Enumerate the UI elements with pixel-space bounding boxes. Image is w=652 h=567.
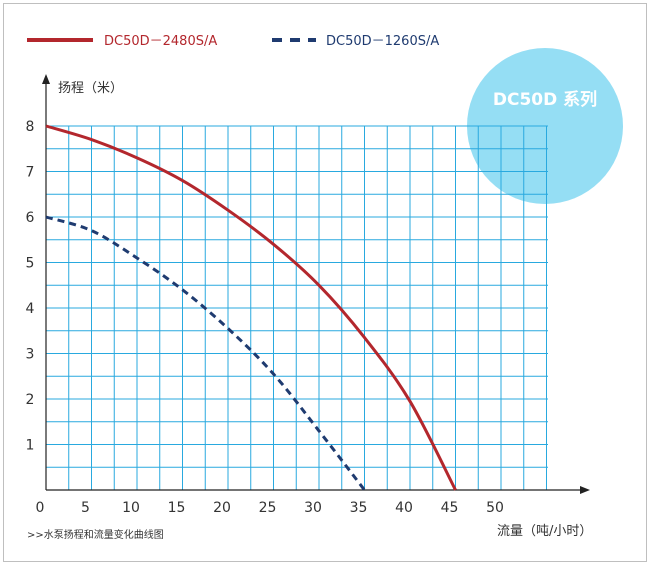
y-tick-label: 8	[26, 119, 35, 135]
y-tick-label: 2	[26, 392, 35, 408]
y-tick-label: 7	[26, 165, 35, 181]
chart-grid	[46, 125, 548, 490]
y-tick-label: 1	[26, 438, 35, 454]
x-tick-label: 10	[122, 500, 140, 516]
x-axis-label: 流量（吨/小时）	[497, 524, 592, 539]
x-tick-label: 35	[350, 500, 368, 516]
series-badge-label: DC50D 系列	[493, 89, 597, 110]
y-tick-label: 6	[26, 210, 35, 226]
x-tick-label: 25	[259, 500, 277, 516]
x-tick-label: 20	[213, 500, 231, 516]
series-line-2480	[45, 124, 457, 491]
y-axis-label: 扬程（米）	[58, 81, 123, 96]
x-tick-label: 15	[168, 500, 186, 516]
x-tick-label: 45	[441, 500, 459, 516]
chart-axes	[42, 74, 590, 494]
y-axis-arrow	[42, 74, 50, 84]
series-line-1260	[45, 215, 366, 491]
x-tick-label: 0	[36, 500, 45, 516]
chart-legend: DC50D－2480S/A DC50D－1260S/A	[27, 34, 439, 49]
legend-label-1260: DC50D－1260S/A	[326, 34, 439, 49]
chart-footnote: >>水泵扬程和流量变化曲线图	[27, 530, 164, 541]
y-tick-label: 3	[26, 347, 35, 363]
y-tick-label: 4	[26, 301, 35, 317]
x-tick-label: 5	[81, 500, 90, 516]
x-tick-label: 30	[304, 500, 322, 516]
legend-label-2480: DC50D－2480S/A	[104, 34, 217, 49]
x-tick-label: 50	[486, 500, 504, 516]
y-tick-label: 5	[26, 256, 35, 272]
x-tick-label: 40	[395, 500, 413, 516]
chart-series-lines	[45, 124, 457, 491]
x-axis-arrow	[580, 486, 590, 494]
